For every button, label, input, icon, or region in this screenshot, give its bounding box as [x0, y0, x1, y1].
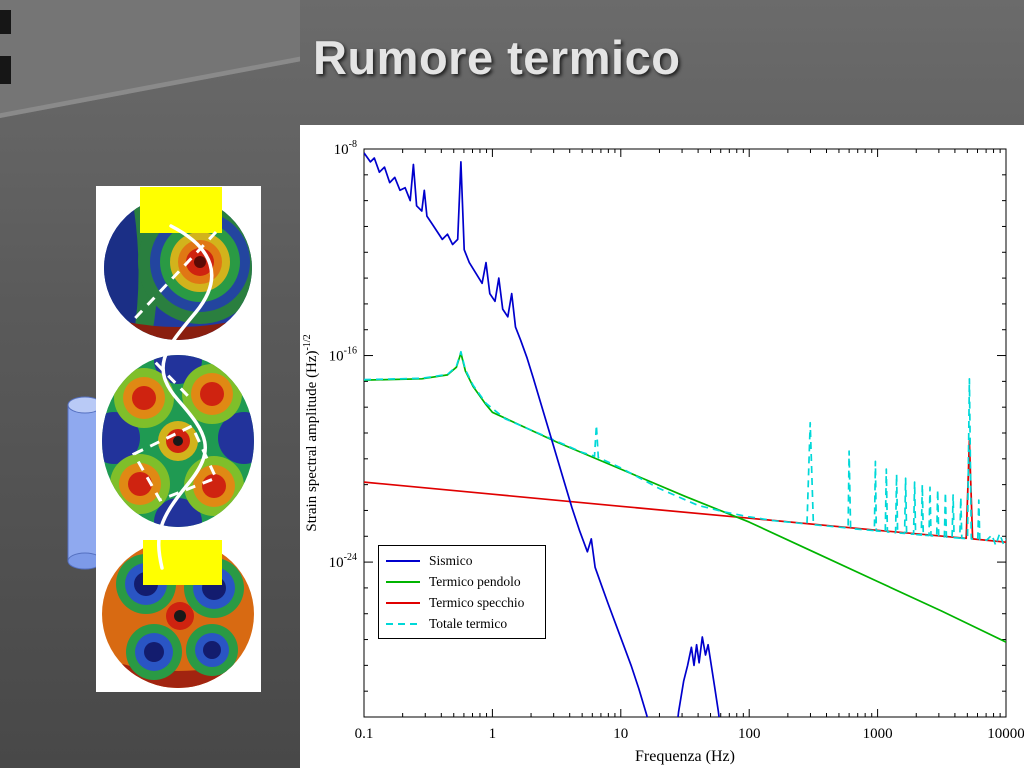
legend-label: Termico specchio: [429, 594, 525, 610]
svg-text:10-8: 10-8: [334, 139, 357, 158]
svg-text:1: 1: [489, 726, 497, 742]
svg-text:0.1: 0.1: [355, 726, 374, 742]
edge-decoration-square: [0, 56, 11, 84]
svg-text:10-16: 10-16: [329, 346, 357, 365]
x-axis-label: Frequenza (Hz): [635, 748, 735, 765]
series-totale-termico: [364, 350, 1006, 547]
svg-text:10000: 10000: [987, 726, 1024, 742]
fem-image-mode-2: [102, 355, 254, 527]
svg-text:10: 10: [613, 726, 628, 742]
yellow-label-box-bottom: [143, 540, 222, 585]
chart-legend: Sismico Termico pendolo Termico specchio To…: [378, 545, 546, 639]
y-axis-label: Strain spectral amplitude (Hz)-1/2: [302, 334, 320, 531]
svg-text:1000: 1000: [863, 726, 893, 742]
legend-line-sample: [386, 601, 420, 604]
legend-line-sample: [386, 559, 420, 562]
legend-item-sismico: Sismico: [385, 551, 539, 571]
fem-images-panel: [96, 186, 261, 692]
edge-decoration-square: [0, 10, 11, 34]
svg-text:10-24: 10-24: [329, 552, 357, 571]
legend-label: Termico pendolo: [429, 573, 521, 589]
noise-chart: 0.1 1 10 100 1000 10000 10-8 10-16 10-24 Frequenz…: [302, 139, 1024, 765]
svg-text:100: 100: [738, 726, 761, 742]
noise-chart-panel: 0.1 1 10 100 1000 10000 10-8 10-16 10-24 Frequenz…: [300, 125, 1024, 768]
series-sismico: [364, 152, 720, 717]
series-termico-specchio: [364, 439, 1006, 544]
axis-tick-labels: 0.1 1 10 100 1000 10000 10-8 10-16 10-24: [329, 139, 1024, 742]
yellow-label-box-top: [140, 187, 222, 233]
page-title: Rumore termico: [313, 31, 681, 84]
legend-line-sample: [386, 580, 420, 583]
legend-label: Sismico: [429, 552, 473, 568]
legend-item-totale-termico: Totale termico: [385, 614, 539, 634]
legend-item-termico-pendolo: Termico pendolo: [385, 572, 539, 592]
background-wedge: [0, 0, 300, 118]
series-termico-pendolo: [364, 352, 1006, 643]
legend-line-sample: [386, 622, 420, 625]
legend-item-termico-specchio: Termico specchio: [385, 593, 539, 613]
legend-label: Totale termico: [429, 615, 508, 631]
axis-ticks: [363, 148, 1007, 718]
